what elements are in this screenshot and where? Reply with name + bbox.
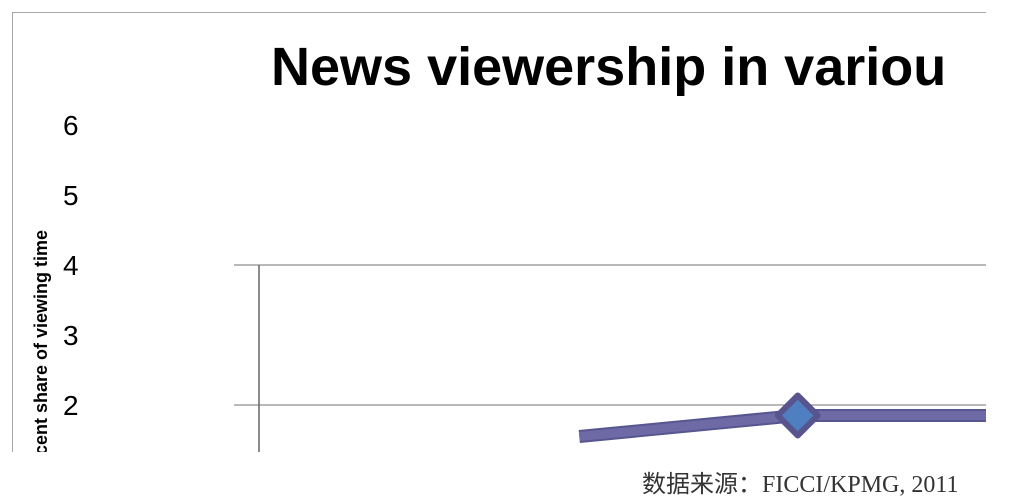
- chart-title: News viewership in variou: [271, 37, 946, 97]
- series-point-marker: [774, 392, 821, 439]
- y-tick-label: 4: [63, 250, 79, 281]
- y-tick-label: 6: [63, 110, 79, 141]
- plot-background: [13, 13, 986, 452]
- grid-lines: [234, 264, 986, 406]
- line-chart: News viewership in variou cent share of …: [13, 13, 986, 452]
- y-tick-label: 3: [63, 320, 79, 351]
- series-layer: [578, 392, 986, 443]
- y-tick-label: 5: [63, 180, 79, 211]
- y-tick-label: 2: [63, 390, 79, 421]
- y-axis-title: cent share of viewing time: [31, 230, 51, 452]
- source-note: 数据来源：FICCI/KPMG, 2011: [642, 472, 959, 498]
- chart-frame: News viewership in variou cent share of …: [12, 12, 986, 452]
- y-axis-ticks: 6 5 4 3 2: [63, 110, 79, 421]
